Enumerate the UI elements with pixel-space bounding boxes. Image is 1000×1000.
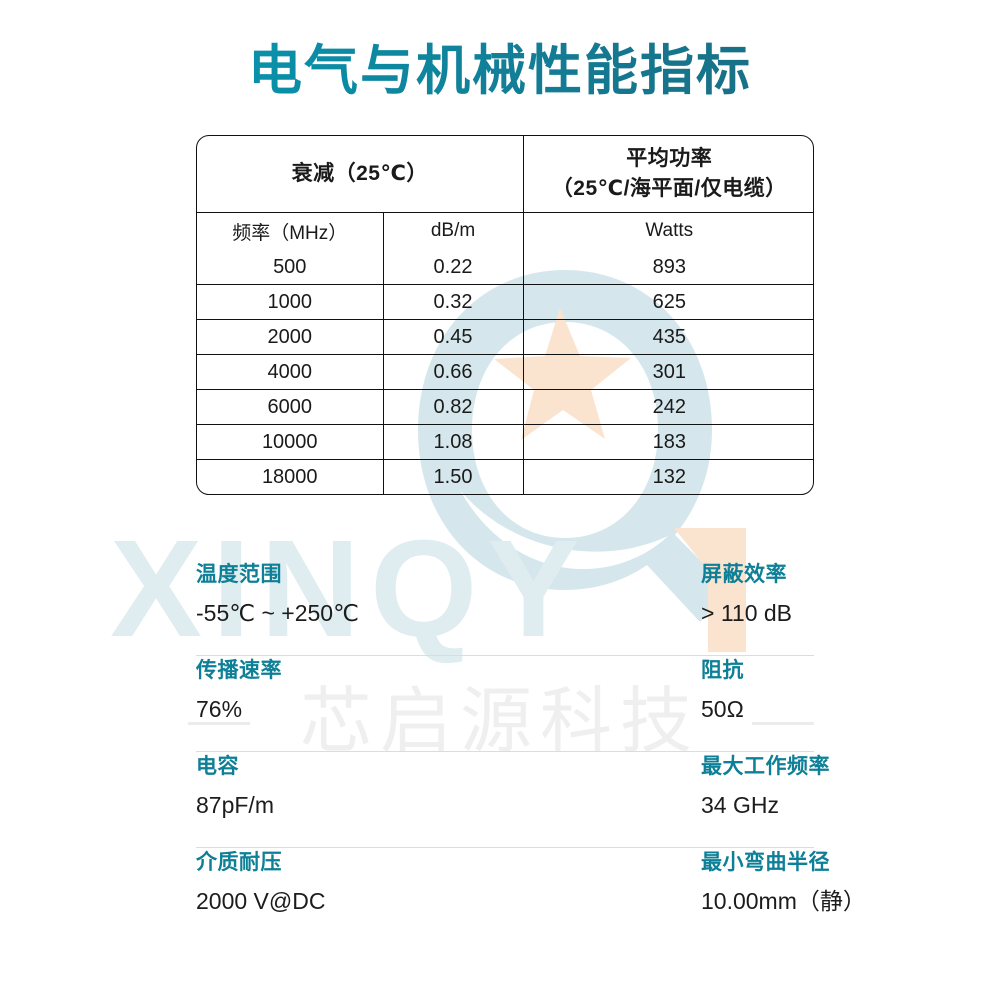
spec-table-container: 衰减（25℃） 平均功率 （25℃/海平面/仅电缆） 频率（MHz） dB/m … xyxy=(196,135,814,495)
spec-row: 电容 87pF/m 最大工作频率 34 GHz xyxy=(196,752,830,848)
spec-item-shielding-effectiveness: 屏蔽效率 > 110 dB xyxy=(505,560,814,656)
spec-row: 温度范围 -55℃ ~ +250℃ 屏蔽效率 > 110 dB xyxy=(196,560,814,656)
table-row: 1000 0.32 625 xyxy=(197,283,813,320)
spec-label: 温度范围 xyxy=(196,563,282,586)
table-group-header-row: 衰减（25℃） 平均功率 （25℃/海平面/仅电缆） xyxy=(197,136,813,213)
spec-value: 87pF/m xyxy=(196,792,274,818)
cell-frequency: 2000 xyxy=(197,318,384,355)
cell-power: 183 xyxy=(522,423,813,460)
table-row: 2000 0.45 435 xyxy=(197,318,813,355)
spec-label: 介质耐压 xyxy=(196,851,282,874)
spec-value: 2000 V@DC xyxy=(196,888,326,914)
cell-attenuation: 0.22 xyxy=(382,249,524,285)
spec-value: 50Ω xyxy=(701,696,744,722)
column-header-attenuation: dB/m xyxy=(382,212,524,250)
table-row: 10000 1.08 183 xyxy=(197,423,813,460)
cell-attenuation: 1.08 xyxy=(382,423,524,460)
spec-label: 电容 xyxy=(196,755,239,778)
cell-power: 625 xyxy=(522,283,813,320)
spec-item-capacitance: 电容 87pF/m xyxy=(196,752,505,848)
spec-label: 屏蔽效率 xyxy=(701,563,787,586)
spec-row: 传播速率 76% 阻抗 50Ω xyxy=(196,656,814,752)
table-row: 4000 0.66 301 xyxy=(197,353,813,390)
spec-list: 温度范围 -55℃ ~ +250℃ 屏蔽效率 > 110 dB 传播速率 76%… xyxy=(196,560,866,944)
power-header-line1: 平均功率 xyxy=(626,147,713,170)
spec-label: 传播速率 xyxy=(196,659,282,682)
spec-item-temperature-range: 温度范围 -55℃ ~ +250℃ xyxy=(196,560,505,656)
spec-value: 76% xyxy=(196,696,243,722)
table-column-header-row: 频率（MHz） dB/m Watts xyxy=(197,212,813,250)
column-header-frequency: 频率（MHz） xyxy=(197,212,384,250)
cell-attenuation: 0.66 xyxy=(382,353,524,390)
cell-attenuation: 1.50 xyxy=(382,458,524,494)
spec-value: > 110 dB xyxy=(701,600,793,626)
cell-power: 242 xyxy=(522,388,813,425)
spec-divider xyxy=(196,751,814,752)
cell-frequency: 500 xyxy=(197,249,384,285)
cell-frequency: 10000 xyxy=(197,423,384,460)
cell-power: 301 xyxy=(522,353,813,390)
column-header-power: Watts xyxy=(522,212,813,250)
table-row: 500 0.22 893 xyxy=(197,249,813,285)
cell-attenuation: 0.45 xyxy=(382,318,524,355)
table-group-header-attenuation: 衰减（25℃） xyxy=(197,136,524,213)
spec-item-max-operating-frequency: 最大工作频率 34 GHz xyxy=(505,752,830,848)
power-header-line2: （25℃/海平面/仅电缆） xyxy=(551,177,787,200)
spec-label: 最小弯曲半径 xyxy=(701,851,830,874)
table-row: 6000 0.82 242 xyxy=(197,388,813,425)
cell-frequency: 4000 xyxy=(197,353,384,390)
electrical-spec-table: 衰减（25℃） 平均功率 （25℃/海平面/仅电缆） 频率（MHz） dB/m … xyxy=(197,136,813,494)
table-group-header-power: 平均功率 （25℃/海平面/仅电缆） xyxy=(522,136,813,213)
cell-power: 435 xyxy=(522,318,813,355)
spec-label: 最大工作频率 xyxy=(701,755,830,778)
cell-attenuation: 0.82 xyxy=(382,388,524,425)
cell-power: 893 xyxy=(522,249,813,285)
cell-frequency: 1000 xyxy=(197,283,384,320)
cell-power: 132 xyxy=(522,458,813,494)
spec-item-impedance: 阻抗 50Ω xyxy=(505,656,814,752)
cell-attenuation: 0.32 xyxy=(382,283,524,320)
spec-value: -55℃ ~ +250℃ xyxy=(196,600,359,626)
spec-divider xyxy=(196,655,814,656)
spec-label: 阻抗 xyxy=(701,659,744,682)
spec-divider xyxy=(196,847,814,848)
spec-row: 介质耐压 2000 V@DC 最小弯曲半径 10.00mm（静） xyxy=(196,848,866,944)
spec-item-min-bend-radius: 最小弯曲半径 10.00mm（静） xyxy=(505,848,866,944)
table-row: 18000 1.50 132 xyxy=(197,458,813,494)
cell-frequency: 18000 xyxy=(197,458,384,494)
spec-value: 34 GHz xyxy=(701,792,779,818)
cell-frequency: 6000 xyxy=(197,388,384,425)
spec-value: 10.00mm（静） xyxy=(701,888,866,914)
spec-item-velocity-of-propagation: 传播速率 76% xyxy=(196,656,505,752)
spec-item-dielectric-withstand-voltage: 介质耐压 2000 V@DC xyxy=(196,848,505,944)
page-title: 电气与机械性能指标 xyxy=(0,38,1000,104)
